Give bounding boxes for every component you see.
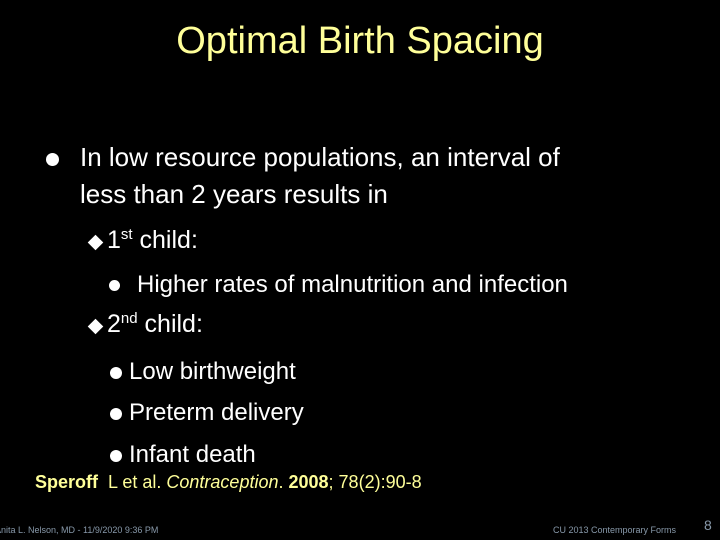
bullet-text: In low resource populations, an interval… xyxy=(80,142,560,172)
citation-journal: Contraception xyxy=(166,472,279,492)
ordinal-suffix: st xyxy=(120,226,133,243)
footer-center: CU 2013 Contemporary Forms xyxy=(553,525,677,535)
citation-etal: L et al. xyxy=(108,472,162,492)
bullet-text: less than 2 years results in xyxy=(80,179,388,209)
page-number: 8 xyxy=(704,517,712,533)
citation-ref: ; 78(2):90-8 xyxy=(328,472,422,492)
citation: Speroff L et al. Contraception. 2008; 78… xyxy=(35,472,422,492)
citation-year: 2008 xyxy=(288,472,329,492)
footer-left: Anita L. Nelson, MD - 11/9/2020 9:36 PM xyxy=(0,525,159,535)
bullet-text: Low birthweight xyxy=(129,358,296,385)
bullet-icon xyxy=(87,234,104,251)
bullet-icon xyxy=(110,367,122,379)
bullet-icon xyxy=(109,280,120,291)
bullet-icon xyxy=(110,450,122,462)
bullet-rest: child: xyxy=(144,310,203,338)
bullet-text: Preterm delivery xyxy=(129,399,304,426)
bullet-text: 2nd child: xyxy=(107,310,203,339)
bullet-icon xyxy=(110,408,122,420)
slide-title: Optimal Birth Spacing xyxy=(176,20,544,62)
bullet-icon xyxy=(87,318,104,335)
bullet-text: 1st child: xyxy=(107,226,198,255)
ordinal-number: 2 xyxy=(107,310,121,338)
ordinal-number: 1 xyxy=(107,226,121,254)
citation-author: Speroff xyxy=(35,472,98,492)
ordinal-suffix: nd xyxy=(120,310,138,327)
bullet-text: Infant death xyxy=(129,441,256,468)
bullet-rest: child: xyxy=(139,226,198,254)
bullet-icon xyxy=(46,153,59,166)
bullet-text: Higher rates of malnutrition and infecti… xyxy=(137,271,568,298)
